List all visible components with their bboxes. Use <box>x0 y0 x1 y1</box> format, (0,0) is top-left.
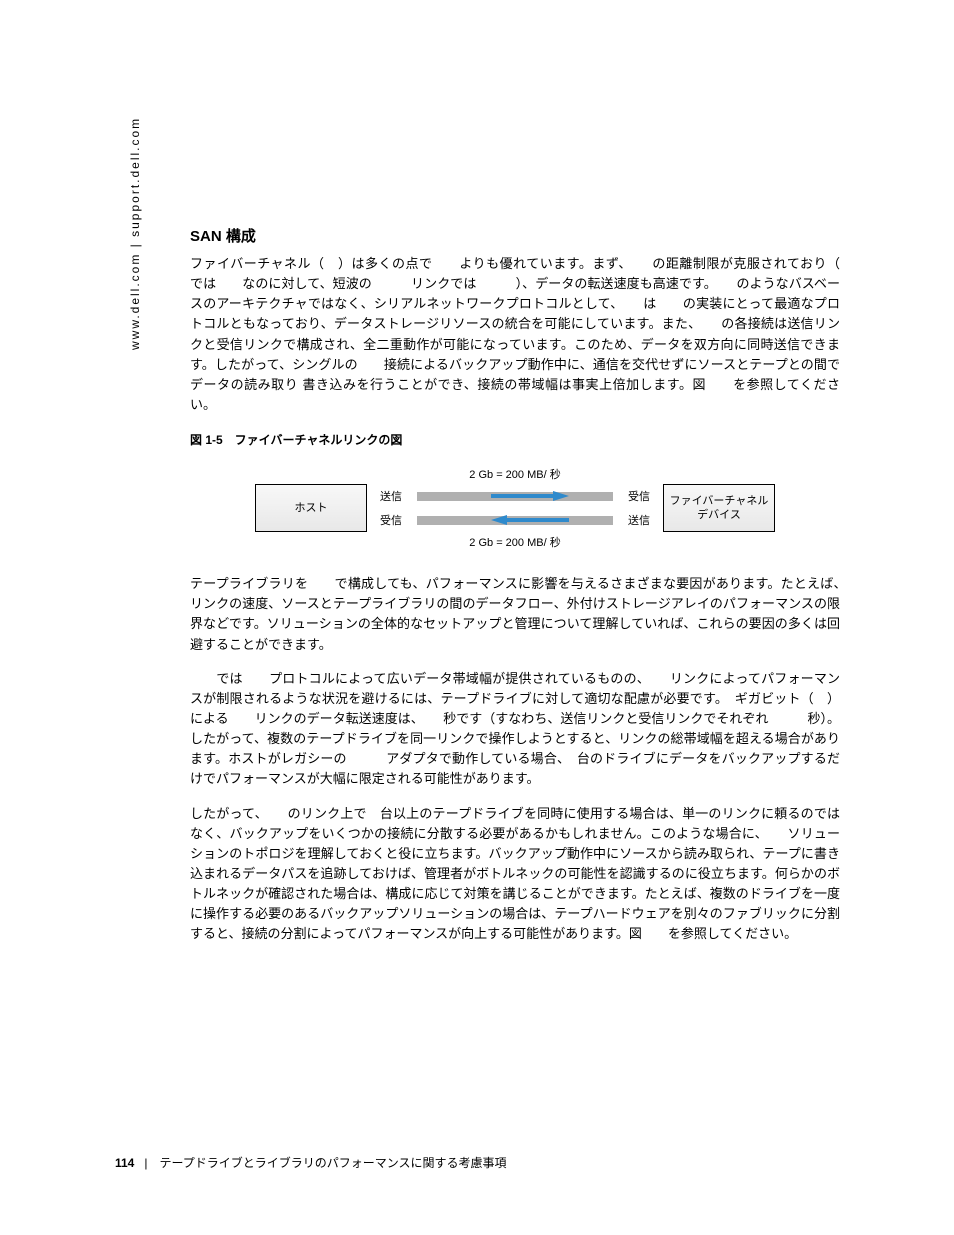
arrow-left-icon <box>491 515 569 525</box>
side-url: www.dell.com | support.dell.com <box>128 117 142 350</box>
paragraph-1: ファイバーチャネル（ ）は多くの点で よりも優れています。まず、 の距離制限が克… <box>190 254 840 415</box>
bottom-lane: 受信 送信 <box>367 508 663 532</box>
arrow-right-icon <box>491 491 569 501</box>
paragraph-4: したがって、 のリンク上で 台以上のテープドライブを同時に使用する場合は、単一の… <box>190 804 840 945</box>
page-number: 114 <box>115 1156 134 1170</box>
rx-label-right: 受信 <box>615 488 663 504</box>
rx-label-left: 受信 <box>367 512 415 528</box>
speed-label-top: 2 Gb = 200 MB/ 秒 <box>255 466 775 482</box>
host-box: ホスト <box>255 484 367 532</box>
page-footer: 114 | テープドライブとライブラリのパフォーマンスに関する考慮事項 <box>115 1154 507 1171</box>
section-heading: SAN 構成 <box>190 225 840 246</box>
tx-label-right: 送信 <box>615 512 663 528</box>
device-box: ファイバーチャネルデバイス <box>663 484 775 532</box>
page-content: SAN 構成 ファイバーチャネル（ ）は多くの点で よりも優れています。まず、 … <box>190 225 840 959</box>
top-lane: 送信 受信 <box>367 484 663 508</box>
fc-link-diagram: 2 Gb = 200 MB/ 秒 ホスト 送信 受信 <box>255 466 775 550</box>
paragraph-3: では プロトコルによって広いデータ帯域幅が提供されているものの、 リンクによって… <box>190 669 840 790</box>
paragraph-2: テープライブラリを で構成しても、パフォーマンスに影響を与えるさまざまな要因があ… <box>190 574 840 655</box>
footer-title: テープドライブとライブラリのパフォーマンスに関する考慮事項 <box>159 1154 506 1171</box>
top-bar <box>417 492 613 501</box>
speed-label-bottom: 2 Gb = 200 MB/ 秒 <box>255 534 775 550</box>
tx-label-left: 送信 <box>367 488 415 504</box>
link-channel: 送信 受信 受信 <box>367 484 663 532</box>
footer-separator: | <box>144 1156 147 1170</box>
figure-caption: 図 1-5 ファイバーチャネルリンクの図 <box>190 431 840 448</box>
bottom-bar <box>417 516 613 525</box>
